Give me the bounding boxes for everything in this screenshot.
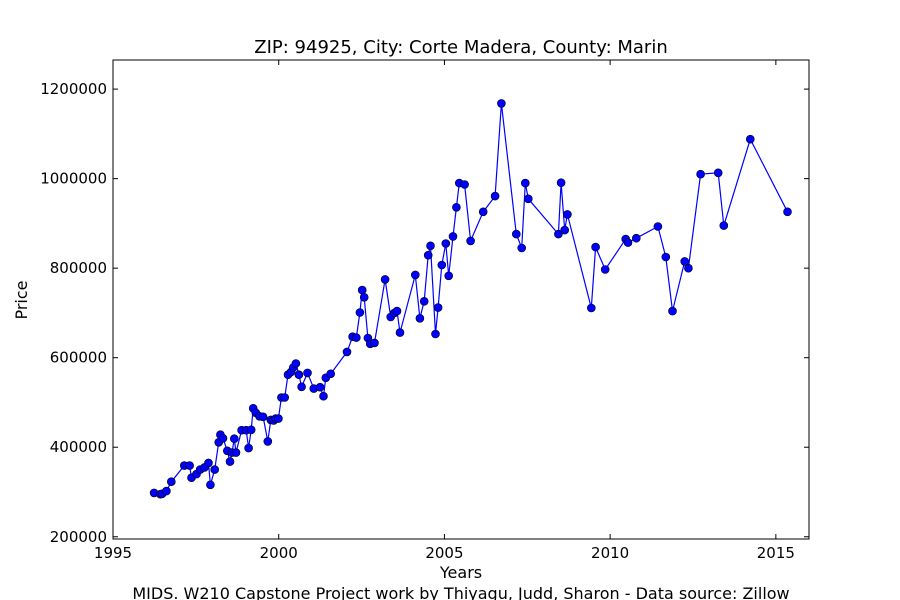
data-point: [745, 134, 755, 144]
data-point: [478, 207, 488, 217]
data-point: [523, 194, 533, 204]
data-point: [326, 369, 336, 379]
data-point: [297, 382, 306, 392]
data-point: [713, 168, 723, 178]
data-point: [246, 425, 256, 435]
data-point: [452, 203, 461, 212]
data-point: [370, 338, 379, 348]
data-point: [696, 169, 705, 179]
data-point: [291, 359, 301, 368]
data-point: [497, 99, 506, 108]
y-axis-label: Price: [12, 280, 31, 319]
data-point: [206, 480, 215, 490]
data-point: [517, 243, 527, 253]
data-point: [653, 222, 663, 231]
data-point: [185, 461, 194, 470]
data-point: [162, 486, 171, 496]
data-point: [668, 306, 677, 316]
data-point: [357, 285, 367, 295]
data-point: [490, 191, 500, 201]
data-point: [395, 328, 405, 337]
data-point: [556, 178, 566, 187]
data-point: [591, 242, 600, 252]
data-point: [359, 292, 369, 302]
data-point: [380, 275, 390, 284]
data-point: [218, 433, 228, 443]
y-tick-label: 400000: [50, 438, 107, 456]
data-point: [204, 458, 213, 468]
data-point: [511, 229, 521, 239]
data-point: [423, 250, 433, 260]
y-tick-label: 600000: [50, 349, 107, 367]
y-tick-label: 1200000: [40, 80, 107, 98]
data-point: [444, 271, 454, 281]
data-point: [294, 370, 304, 380]
data-point: [586, 303, 596, 313]
data-point: [600, 265, 610, 274]
data-point: [554, 229, 563, 239]
data-point: [631, 233, 641, 243]
data-point: [351, 333, 361, 342]
chart-title: ZIP: 94925, City: Corte Madera, County: …: [254, 37, 667, 58]
data-point: [448, 232, 458, 241]
data-point: [431, 329, 440, 339]
data-point: [263, 437, 273, 446]
y-tick-label: 800000: [50, 259, 107, 277]
data-point: [680, 257, 690, 266]
x-axis-label: Years: [439, 563, 482, 582]
data-point: [684, 263, 693, 273]
data-point: [783, 207, 792, 217]
data-point: [563, 210, 572, 219]
data-point: [415, 313, 425, 323]
series-layer: [149, 99, 792, 499]
data-point: [274, 414, 283, 423]
data-point: [419, 296, 429, 306]
data-point: [560, 225, 570, 235]
x-tick-label: 2005: [425, 544, 463, 562]
y-tick-label: 200000: [50, 528, 107, 546]
data-point: [342, 347, 352, 357]
data-point: [437, 260, 447, 270]
data-point: [244, 443, 253, 453]
data-point: [231, 448, 241, 457]
footer-caption: MIDS. W210 Capstone Project work by Thiy…: [132, 584, 789, 600]
x-tick-label: 1995: [94, 544, 132, 562]
data-point: [392, 306, 402, 316]
data-point: [319, 391, 328, 401]
data-point: [280, 393, 290, 402]
data-point: [433, 303, 443, 312]
data-point: [258, 412, 268, 422]
data-point: [441, 239, 451, 248]
data-point: [466, 236, 475, 246]
data-point: [225, 457, 235, 466]
x-tick-label: 2010: [591, 544, 629, 562]
data-point: [315, 382, 325, 392]
y-tick-label: 1000000: [40, 170, 107, 188]
data-point: [355, 308, 365, 317]
data-point: [303, 368, 312, 378]
data-point: [210, 465, 219, 474]
x-tick-label: 2000: [260, 544, 298, 562]
x-tick-label: 2015: [757, 544, 795, 562]
data-point: [460, 180, 469, 189]
data-point: [520, 178, 530, 188]
data-point: [719, 221, 729, 230]
data-point: [410, 270, 420, 280]
data-point: [230, 434, 239, 444]
data-point: [167, 477, 176, 487]
data-point: [623, 238, 633, 247]
data-point: [426, 241, 435, 251]
y-axis-ticks: 200000 400000 600000 800000 1000000 1200000: [40, 80, 809, 546]
data-point: [661, 252, 671, 262]
x-axis-ticks: 1995 2000 2005 2010 2015: [94, 60, 795, 562]
